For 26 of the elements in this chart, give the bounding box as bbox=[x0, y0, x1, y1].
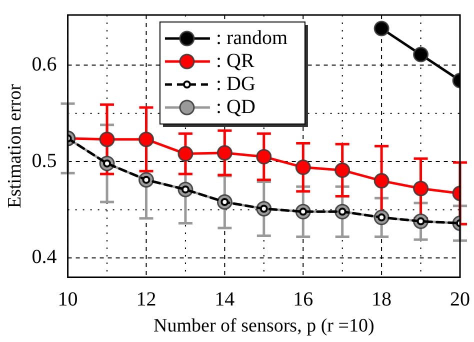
point bbox=[413, 46, 429, 62]
point bbox=[178, 146, 194, 162]
y-axis-title: Estimation error bbox=[4, 83, 26, 208]
legend-label: : random bbox=[216, 26, 288, 49]
x-tick-label: 16 bbox=[293, 288, 314, 310]
point bbox=[413, 180, 429, 196]
x-tick-label: 12 bbox=[136, 288, 156, 310]
point bbox=[374, 20, 390, 36]
point bbox=[99, 132, 115, 148]
x-tick-label: 10 bbox=[58, 288, 78, 310]
x-tick-label: 20 bbox=[450, 288, 470, 310]
point bbox=[295, 160, 311, 176]
x-tick-label: 18 bbox=[372, 288, 392, 310]
legend-label: : DG bbox=[216, 72, 256, 95]
point bbox=[216, 145, 232, 161]
point bbox=[374, 173, 390, 189]
point bbox=[334, 162, 350, 178]
point bbox=[138, 132, 154, 148]
y-tick-label: 0.6 bbox=[32, 53, 57, 76]
legend-label: : QD bbox=[216, 96, 256, 118]
y-tick-label: 0.4 bbox=[32, 246, 57, 268]
point bbox=[256, 148, 272, 164]
x-tick-label: 14 bbox=[214, 288, 235, 310]
x-axis-title: Number of sensors, p (r =10) bbox=[154, 316, 374, 337]
y-tick-label: 0.5 bbox=[32, 150, 57, 172]
legend-label: : QR bbox=[216, 50, 255, 72]
